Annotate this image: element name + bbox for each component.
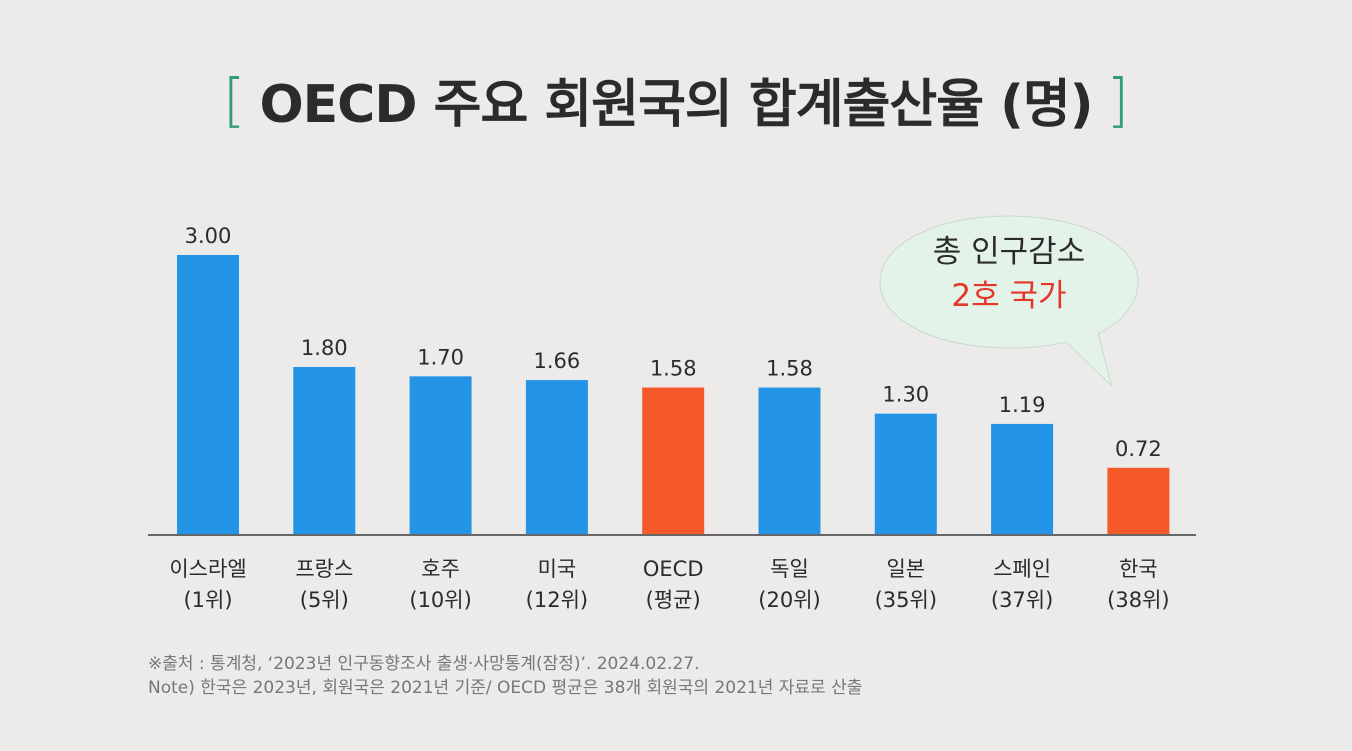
- value-label-7: 1.19: [999, 393, 1046, 417]
- value-label-3: 1.66: [534, 349, 581, 373]
- title-bracket-right: ]: [1106, 65, 1130, 134]
- bar-6: [874, 413, 937, 535]
- value-label-1: 1.80: [301, 336, 348, 360]
- chart-title-wrap: [ OECD 주요 회원국의 합계출산율 (명) ]: [0, 62, 1352, 137]
- rank-label-3: (12위): [526, 588, 588, 612]
- value-label-2: 1.70: [417, 345, 464, 369]
- source-line1: ※출처 : 통계청, ‘2023년 인구동향조사 출생·사망통계(잠정)’. 2…: [148, 654, 700, 674]
- category-label-3: 미국: [538, 557, 577, 581]
- bar-3: [525, 380, 588, 535]
- source-line2: Note) 한국은 2023년, 회원국은 2021년 기준/ OECD 평균은…: [148, 678, 863, 698]
- bar-7: [991, 423, 1054, 535]
- bar-0: [177, 255, 239, 535]
- category-label-8: 한국: [1119, 557, 1158, 581]
- value-label-8: 0.72: [1115, 437, 1162, 461]
- chart-title: OECD 주요 회원국의 합계출산율 (명): [259, 75, 1093, 135]
- value-label-4: 1.58: [650, 357, 697, 381]
- source-note: ※출처 : 통계청, ‘2023년 인구동향조사 출생·사망통계(잠정)’. 2…: [148, 652, 862, 700]
- category-label-6: 일본: [886, 557, 925, 581]
- rank-label-1: (5위): [300, 588, 349, 612]
- callout-text: 총 인구감소 2호 국가: [882, 230, 1136, 318]
- bar-2: [409, 376, 472, 535]
- bar-5: [758, 387, 821, 535]
- rank-label-8: (38위): [1107, 588, 1169, 612]
- value-label-0: 3.00: [185, 224, 232, 248]
- bar-1: [293, 367, 356, 535]
- speech-bubble: [879, 215, 1139, 388]
- bar-4: [642, 387, 705, 535]
- callout-line2: 2호 국가: [951, 278, 1067, 314]
- category-label-2: 호주: [421, 557, 460, 581]
- category-label-0: 이스라엘: [169, 557, 246, 581]
- category-label-5: 독일: [770, 557, 809, 581]
- category-label-7: 스페인: [993, 557, 1051, 581]
- category-label-4: OECD: [643, 557, 704, 581]
- rank-label-4: (평균): [646, 588, 701, 612]
- value-label-6: 1.30: [882, 383, 929, 407]
- title-bracket-left: [: [222, 65, 246, 134]
- rank-label-0: (1위): [183, 588, 232, 612]
- value-label-5: 1.58: [766, 357, 813, 381]
- rank-label-6: (35위): [875, 588, 937, 612]
- rank-label-7: (37위): [991, 588, 1053, 612]
- bar-8: [1107, 467, 1170, 535]
- rank-label-5: (20위): [758, 588, 820, 612]
- rank-label-2: (10위): [409, 588, 471, 612]
- category-label-1: 프랑스: [295, 557, 353, 581]
- callout-line1: 총 인구감소: [932, 234, 1086, 270]
